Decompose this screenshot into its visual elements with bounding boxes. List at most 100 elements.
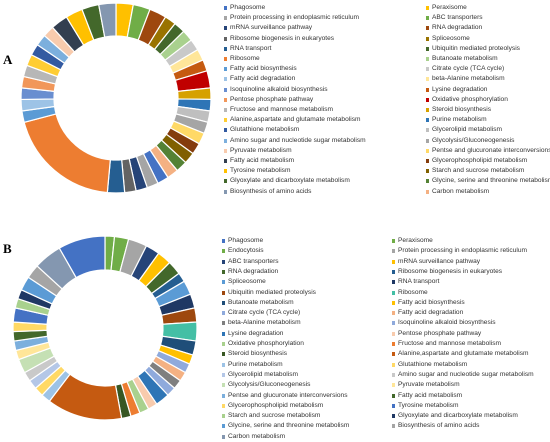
legend-a: Phagosome Protein processing in endoplasm… (224, 3, 550, 198)
legend-swatch (426, 148, 429, 153)
legend-swatch (392, 342, 395, 346)
legend-swatch (224, 179, 227, 184)
legend-swatch (224, 97, 227, 102)
legend-swatch (224, 189, 227, 194)
legend-label: Glycerolipid metabolism (432, 126, 502, 134)
legend-swatch (392, 393, 395, 398)
legend-swatch (392, 290, 395, 295)
legend-label: Ribosome (398, 288, 428, 296)
legend-label: beta-Alanine metabolism (228, 319, 301, 327)
legend-swatch (426, 169, 429, 174)
legend-label: Glutathione metabolism (398, 360, 468, 368)
legend-swatch (224, 67, 227, 72)
legend-swatch (426, 46, 429, 51)
legend-swatch (426, 77, 429, 82)
legend-label: Purine metabolism (228, 360, 283, 368)
legend-label: Ribosome biogenesis in eukaryotes (398, 267, 503, 275)
legend-swatch (224, 16, 227, 21)
legend-swatch (426, 6, 429, 10)
legend-swatch (392, 249, 395, 254)
legend-swatch (224, 57, 227, 61)
legend-label: Glyoxylate and dicarboxylate metabolism (230, 177, 350, 185)
legend-swatch (222, 321, 225, 326)
legend-label: Biosynthesis of amino acids (230, 187, 312, 195)
legend-swatch (392, 372, 395, 377)
legend-label: Spliceosome (432, 34, 470, 42)
legend-label: Endocytosis (228, 247, 264, 255)
legend-swatch (222, 393, 225, 398)
legend-swatch (426, 87, 429, 92)
legend-label: Peraxisome (432, 4, 467, 11)
legend-swatch (222, 362, 225, 367)
legend-label: Glycolysis/Gluconeogenesis (432, 136, 515, 144)
legend-label: Pentse and glucuronate interconversions (228, 391, 348, 399)
legend-label: Lysine degradation (432, 85, 488, 93)
legend-swatch (392, 239, 395, 243)
legend-swatch (426, 57, 429, 61)
donut-chart-b (12, 235, 198, 421)
legend-swatch (392, 383, 395, 388)
legend-label: Oxidative phosphorylation (228, 340, 304, 347)
legend-swatch (426, 108, 429, 112)
legend-swatch (224, 159, 227, 163)
legend-label: Spliceosome (228, 278, 266, 286)
legend-swatch (392, 352, 395, 357)
legend-label: Alanine,aspartate and glutamate metaboli… (230, 116, 361, 124)
legend-swatch (392, 331, 395, 336)
legend-label: RNA degradation (432, 24, 483, 32)
legend-label: Oxidative phosphorylation (432, 95, 508, 103)
legend-label: Biosynthesis of amino acids (398, 422, 480, 430)
legend-label: Isoquinoline alkaloid biosynthesis (230, 85, 328, 93)
legend-swatch (426, 189, 429, 194)
legend-swatch (222, 239, 225, 243)
slice-phagosome (58, 235, 106, 279)
legend-swatch (426, 16, 429, 21)
legend-swatch (426, 179, 429, 184)
legend-swatch (392, 424, 395, 429)
legend-label: Citrate cycle (TCA cycle) (228, 309, 301, 317)
legend-label: Glycerolipid metabolism (228, 370, 298, 378)
legend-label: Pentose phosphate pathway (398, 329, 482, 337)
donut-chart-a (20, 2, 212, 194)
legend-label: Fatty acid degradation (398, 309, 464, 317)
legend-label: Amino sugar and nucleotide sugar metabol… (398, 370, 534, 378)
legend-label: Fatty acid metabolism (230, 157, 295, 164)
legend-swatch (392, 321, 395, 326)
legend-label: Ribosome biogenesis in eukaryotes (230, 34, 335, 42)
legend-label: Fatty acid biosynthesis (398, 298, 465, 306)
legend-label: Steroid biosynthesis (228, 350, 288, 358)
legend-label: Tyrosine metabolism (398, 401, 459, 409)
legend-swatch (222, 290, 225, 295)
legend-swatch (392, 403, 395, 408)
legend-label: Fructose and mannose metabolism (398, 340, 501, 347)
legend-swatch (426, 159, 429, 163)
legend-swatch (222, 259, 225, 264)
legend-swatch (222, 342, 225, 346)
legend-b: Phagosome Endocytosis ABC transporters RNA … (222, 236, 550, 440)
legend-swatch (222, 434, 225, 439)
legend-swatch (224, 138, 227, 143)
legend-label: Carbon metabolism (432, 187, 490, 195)
legend-swatch (224, 169, 227, 174)
legend-label: Pyruvate metabolism (230, 146, 292, 154)
legend-label: Glycolysis/Gluconeogenesis (228, 381, 311, 389)
legend-swatch (426, 36, 429, 41)
legend-label: Pyruvate metabolism (398, 381, 460, 389)
slice-ribosome (23, 113, 111, 194)
legend-swatch (224, 87, 227, 92)
chart-panel-b: B Phagosome Endocytosis ABC transporters RN… (0, 224, 550, 440)
legend-label: Citrate cycle (TCA cycle) (432, 65, 505, 73)
legend-label: beta-Alanine metabolism (432, 75, 505, 83)
legend-label: Isoquinoline alkaloid biosynthesis (398, 319, 496, 327)
legend-label: Starch and sucrose metabolism (432, 167, 525, 175)
legend-label: Fatty acid biosynthesis (230, 65, 297, 73)
legend-label: Glycine, serine and threonine metabolism (432, 177, 550, 185)
legend-swatch (222, 269, 225, 274)
legend-swatch (224, 6, 227, 10)
legend-swatch (224, 77, 227, 82)
legend-label: mRNA surveillance pathway (398, 257, 481, 265)
legend-swatch (222, 424, 225, 429)
legend-label: Pentose phosphate pathway (230, 95, 314, 103)
legend-label: Butanoate metabolism (432, 55, 498, 62)
legend-label: Fatty acid metabolism (398, 391, 463, 399)
